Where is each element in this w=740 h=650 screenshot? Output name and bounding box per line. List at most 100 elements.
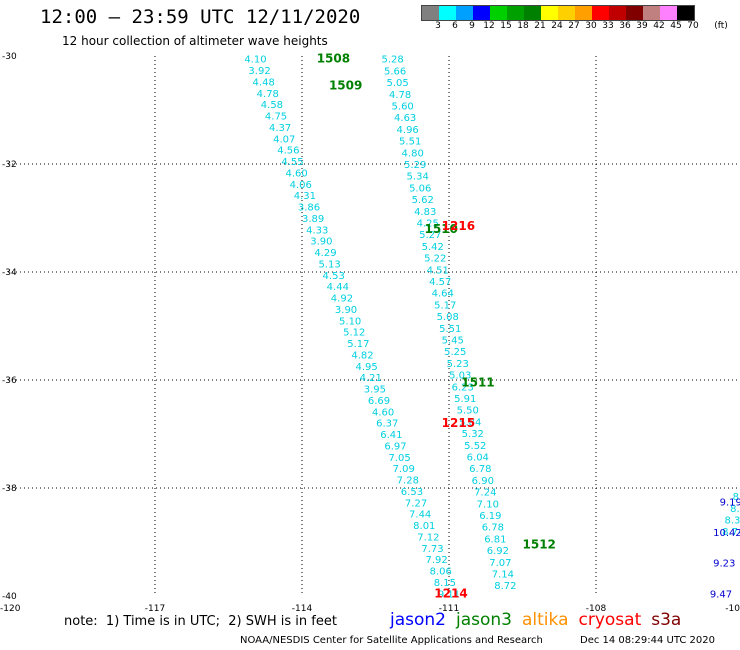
wave-height-point: 5.03 [449, 371, 471, 382]
wave-height-point: 4.21 [360, 373, 382, 384]
lon-tick-label: -120 [0, 604, 21, 614]
wave-height-point: 8.0 [733, 492, 740, 503]
lon-tick-label: -114 [292, 604, 313, 614]
wave-height-point: 4.75 [265, 112, 287, 123]
wave-height-point: 7.14 [492, 570, 514, 581]
legend-label: 33 [602, 21, 614, 31]
wave-height-point: 5.13 [318, 259, 340, 270]
wave-height-point: 5.66 [384, 66, 406, 77]
wave-height-point: 7.73 [421, 544, 443, 555]
wave-height-point: 4.80 [402, 148, 424, 159]
legend-swatch [473, 6, 490, 20]
wave-height-point: 5.23 [447, 359, 469, 370]
wave-height-point: 7.92 [426, 555, 448, 566]
wave-height-point: 3.90 [335, 305, 357, 316]
satellite-altika: altika [522, 610, 569, 630]
pass-label: 1214 [434, 586, 467, 600]
wave-height-point: 6.81 [484, 534, 506, 545]
wave-height-point: 5.05 [387, 78, 409, 89]
legend-label: 39 [636, 21, 648, 31]
map-title: 12:00 — 23:59 UTC 12/11/2020 [40, 6, 361, 28]
pass-label: 1215 [442, 416, 475, 430]
satellite-jason2: jason2 [390, 610, 446, 630]
wave-height-point: 4.06 [290, 180, 312, 191]
wave-height-point: 4.64 [432, 289, 454, 300]
wave-height-point: 5.84 [459, 417, 481, 428]
wave-height-point: 8.74 [722, 527, 740, 538]
wave-height-point: 6.19 [479, 511, 501, 522]
wave-height-point: 4.44 [327, 282, 349, 293]
wave-height-point: 3.90 [310, 237, 332, 248]
pass-label: 1216 [442, 219, 475, 233]
pass-label: 1510 [425, 222, 458, 236]
satellite-legend: jason2 jason3 altika cryosat s3a [390, 610, 691, 630]
wave-height-point: 4.07 [273, 134, 295, 145]
lat-tick-label: -30 [2, 52, 17, 62]
wave-height-point: 6.78 [469, 464, 491, 475]
legend-swatch [592, 6, 609, 20]
legend-swatch [507, 6, 524, 20]
legend-swatch [541, 6, 558, 20]
wave-height-point: 5.29 [404, 160, 426, 171]
legend-label: 21 [534, 21, 546, 31]
wave-height-point: 9.11 [438, 589, 460, 600]
satellite-jason3: jason3 [456, 610, 512, 630]
wave-height-point: 7.27 [405, 498, 427, 509]
wave-height-point: 4.96 [397, 125, 419, 136]
wave-height-point: 5.45 [442, 336, 464, 347]
legend-swatch [643, 6, 660, 20]
wave-height-point: 9.23 [713, 559, 735, 570]
wave-height-point: 4.25 [417, 219, 439, 230]
wave-height-point: 4.56 [277, 146, 299, 157]
wave-height-point: 6.69 [368, 396, 390, 407]
wave-height-point: 4.48 [253, 77, 275, 88]
wave-height-point: 5.32 [462, 429, 484, 440]
wave-height-point: 4.10 [244, 55, 266, 66]
wave-height-point: 7.07 [489, 558, 511, 569]
wave-height-point: 4.78 [389, 90, 411, 101]
lat-tick-label: -32 [2, 160, 17, 170]
wave-height-point: 7.44 [409, 510, 431, 521]
wave-height-point: 4.92 [331, 294, 353, 305]
lon-tick-label: -111 [439, 604, 459, 614]
legend-swatch [660, 6, 677, 20]
satellite-s3a: s3a [651, 610, 682, 630]
wave-height-point: 6.78 [482, 523, 504, 534]
legend-label: 42 [653, 21, 665, 31]
wave-height-point: 5.28 [382, 55, 404, 66]
wave-height-point: 6.90 [472, 476, 494, 487]
wave-height-point: 4.83 [414, 207, 436, 218]
lon-tick-label: -108 [586, 604, 607, 614]
units-note: note: 1) Time is in UTC; 2) SWH is in fe… [64, 614, 337, 629]
pass-label: 1508 [317, 52, 350, 66]
wave-height-point: 5.50 [457, 406, 479, 417]
wave-height-point: 9.19 [720, 498, 740, 509]
wave-height-point: 5.10 [339, 316, 361, 327]
wave-height-point: 7.09 [393, 464, 415, 475]
wave-height-point: 8.15 [434, 578, 456, 589]
wave-height-point: 4.29 [314, 248, 336, 259]
wave-height-point: 5.27 [419, 230, 441, 241]
legend-label: 24 [551, 21, 563, 31]
wave-height-point: 5.12 [343, 328, 365, 339]
wave-height-point: 6.92 [487, 546, 509, 557]
color-legend [421, 5, 695, 21]
wave-height-point: 6.04 [467, 453, 489, 464]
wave-height-point: 6.23 [452, 382, 474, 393]
wave-height-point: 3.89 [302, 214, 324, 225]
legend-label: 15 [500, 21, 512, 31]
wave-height-point: 4.57 [429, 277, 451, 288]
generated-timestamp: Dec 14 08:29:44 UTC 2020 [580, 635, 715, 646]
legend-label: 36 [619, 21, 631, 31]
wave-height-point: 5.25 [444, 347, 466, 358]
legend-label: 45 [670, 21, 682, 31]
wave-height-point: 4.58 [261, 100, 283, 111]
legend-label: 6 [452, 21, 458, 31]
wave-height-point: 4.63 [394, 113, 416, 124]
wave-height-point: 7.05 [388, 453, 410, 464]
wave-height-point: 4.37 [269, 123, 291, 134]
wave-height-point: 8.72 [494, 581, 516, 592]
wave-height-point: 4.60 [285, 168, 307, 179]
wave-height-point: 5.52 [464, 441, 486, 452]
wave-height-point: 4.51 [427, 265, 449, 276]
